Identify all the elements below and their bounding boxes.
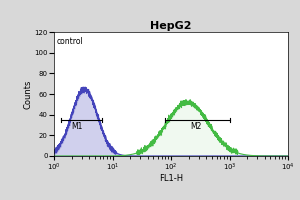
Y-axis label: Counts: Counts <box>24 79 33 109</box>
Text: control: control <box>57 37 84 46</box>
X-axis label: FL1-H: FL1-H <box>159 174 183 183</box>
Text: M2: M2 <box>190 122 202 131</box>
Title: HepG2: HepG2 <box>150 21 192 31</box>
Text: M1: M1 <box>71 122 82 131</box>
